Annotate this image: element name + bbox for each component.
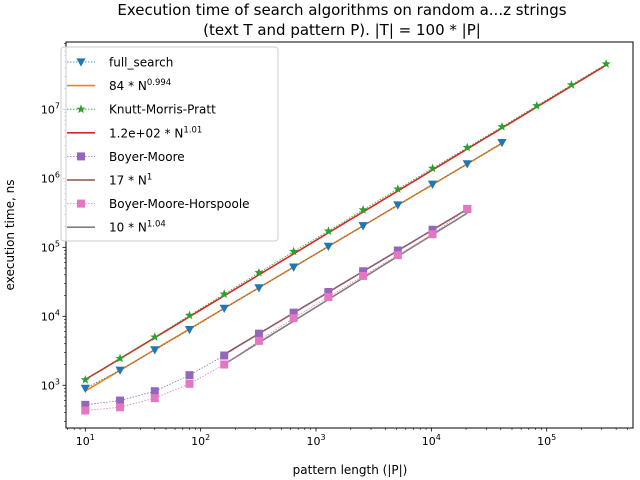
full-search-point-7 <box>323 242 333 252</box>
boyer-moore-horspoole-point-2 <box>150 394 159 403</box>
knutt-morris-pratt-point-12 <box>497 121 507 131</box>
boyer-moore-point-6 <box>289 308 298 317</box>
y-tick-label-0: 103 <box>41 377 60 392</box>
legend-marker-boyer-moore <box>77 152 85 161</box>
legend: full_search 84 * N0.994 Knutt-Morris-Pratt… <box>60 46 279 242</box>
boyer-moore-point-7 <box>324 288 333 297</box>
x-tick-label-0: 101 <box>76 433 95 448</box>
boyer-moore-point-2 <box>150 387 159 396</box>
boyer-moore-point-10 <box>428 225 437 234</box>
chart-title: Execution time of search algorithms on r… <box>117 1 566 39</box>
boyer-moore-horspoole-point-7 <box>324 293 333 302</box>
y-tick-label-1: 104 <box>41 308 60 323</box>
knutt-morris-pratt-point-5 <box>254 267 264 277</box>
boyer-moore-point-5 <box>254 329 263 338</box>
boyer-moore-line <box>85 208 468 406</box>
boyer-moore-horspoole-point-4 <box>220 360 229 369</box>
knutt-morris-pratt-point-9 <box>393 184 403 193</box>
knutt-morris-pratt-point-4 <box>219 289 229 298</box>
knutt-morris-pratt-point-15 <box>601 59 611 68</box>
legend-label-1: 84 * N0.994 <box>109 78 171 93</box>
full-search-point-1 <box>115 366 125 375</box>
measured-series <box>80 59 611 415</box>
boyer-moore-horspoole-line <box>85 208 468 411</box>
title-line-2: (text T and pattern P). |T| = 100 * |P| <box>203 21 481 39</box>
legend-marker-full-search <box>76 58 86 67</box>
knutt-morris-pratt-point-1 <box>115 353 125 363</box>
y-tick-label-4: 107 <box>41 101 60 116</box>
knutt-morris-pratt-line <box>85 63 607 381</box>
legend-label-5: 17 * N1 <box>109 173 152 188</box>
knutt-morris-pratt-point-3 <box>184 310 195 320</box>
knutt-morris-pratt-point-0 <box>80 375 90 384</box>
y-tick-label-2: 105 <box>41 239 60 254</box>
full-search-point-4 <box>219 304 229 314</box>
x-axis: 101 102 103 104 105 <box>67 428 628 448</box>
fit-line-3 <box>84 64 607 381</box>
boyer-moore-point-3 <box>185 371 194 380</box>
boyer-moore-horspoole-point-3 <box>185 379 194 388</box>
knutt-morris-pratt-point-13 <box>532 100 542 110</box>
full-search-point-9 <box>393 201 403 210</box>
boyer-moore-point-8 <box>359 267 368 276</box>
full-search-point-0 <box>80 384 90 394</box>
full-search-point-11 <box>462 160 472 169</box>
knutt-morris-pratt-point-10 <box>427 163 438 173</box>
knutt-morris-pratt-point-7 <box>323 226 333 235</box>
boyer-moore-horspoole-point-5 <box>254 336 263 345</box>
full-search-point-6 <box>289 263 299 272</box>
legend-box <box>60 46 279 242</box>
boyer-moore-point-9 <box>393 246 402 255</box>
boyer-moore-horspoole-point-9 <box>393 251 402 260</box>
x-tick-label-2: 103 <box>306 433 325 448</box>
fit-line-7 <box>223 212 468 365</box>
x-tick-label-4: 105 <box>537 433 556 448</box>
full-search-point-5 <box>254 284 264 293</box>
full-search-point-12 <box>497 138 507 148</box>
knutt-morris-pratt-point-6 <box>289 246 299 256</box>
legend-label-2: Knutt-Morris-Pratt <box>109 103 216 117</box>
full-search-point-3 <box>184 325 195 335</box>
x-axis-label: pattern length (|P|) <box>293 463 408 477</box>
boyer-moore-horspoole-point-0 <box>81 406 90 415</box>
boyer-moore-horspoole-point-8 <box>359 271 368 280</box>
y-axis-label: execution time, ns <box>3 180 17 291</box>
legend-marker-knutt-morris-pratt <box>76 104 86 114</box>
boyer-moore-horspoole-point-1 <box>116 403 125 412</box>
legend-label-7: 10 * N1.04 <box>109 220 166 235</box>
x-tick-label-1: 102 <box>191 433 210 448</box>
title-line-1: Execution time of search algorithms on r… <box>117 1 566 19</box>
boyer-moore-horspoole-point-11 <box>463 204 472 213</box>
full-search-point-8 <box>358 222 368 231</box>
knutt-morris-pratt-point-8 <box>358 205 368 214</box>
boyer-moore-point-0 <box>81 400 90 409</box>
legend-label-6: Boyer-Moore-Horspoole <box>109 197 250 211</box>
boyer-moore-horspoole-point-6 <box>289 314 298 323</box>
y-tick-label-3: 106 <box>41 170 60 185</box>
boyer-moore-point-4 <box>220 351 229 360</box>
knutt-morris-pratt-point-11 <box>462 142 472 152</box>
boyer-moore-point-1 <box>116 396 125 405</box>
full-search-point-10 <box>427 180 438 189</box>
full-search-point-2 <box>150 346 160 355</box>
x-tick-label-3: 104 <box>422 433 441 448</box>
knutt-morris-pratt-point-14 <box>566 80 576 89</box>
boyer-moore-horspoole-point-10 <box>428 230 437 239</box>
legend-label-0: full_search <box>109 56 173 70</box>
legend-marker-boyer-moore-horspoole <box>77 199 85 208</box>
knutt-morris-pratt-point-2 <box>150 332 160 341</box>
legend-label-3: 1.2e+02 * N1.01 <box>109 125 202 140</box>
legend-label-4: Boyer-Moore <box>109 150 185 164</box>
